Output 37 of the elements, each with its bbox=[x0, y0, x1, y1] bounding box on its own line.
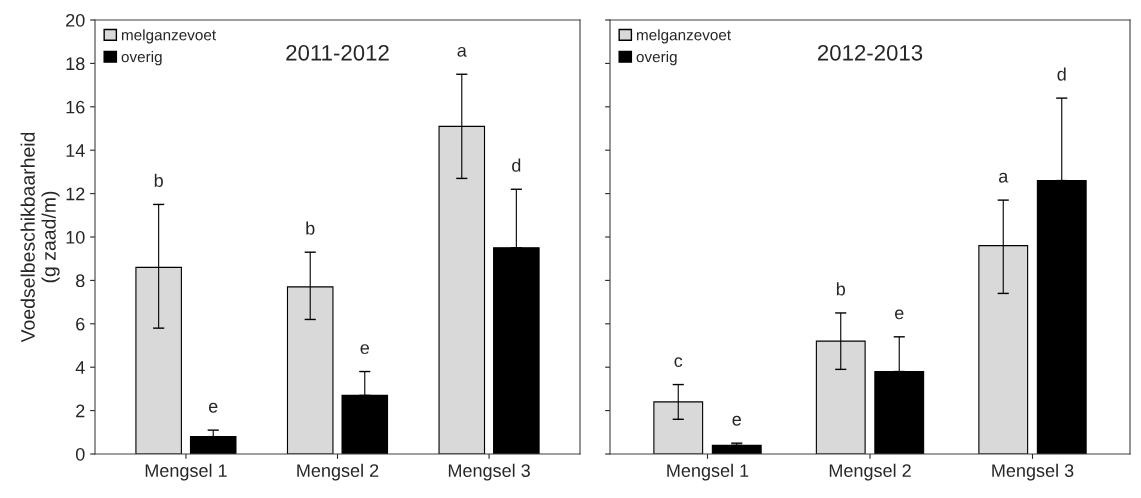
annotation: b bbox=[154, 173, 163, 187]
y-tick-label: 18 bbox=[66, 57, 85, 71]
y-tick-label: 8 bbox=[76, 274, 85, 288]
legend-label: melganzevoet bbox=[121, 29, 216, 44]
y-tick-label: 16 bbox=[66, 100, 85, 114]
y-tick-label: 10 bbox=[66, 230, 85, 244]
legend-label: overig bbox=[636, 51, 677, 66]
y-tick-label: 2 bbox=[76, 404, 85, 418]
annotation: c bbox=[674, 357, 683, 368]
legend-label: melganzevoet bbox=[636, 29, 731, 44]
y-axis-title: Voedselbeschikbaarheid (g zaad/m) bbox=[20, 132, 60, 343]
annotation: e bbox=[895, 309, 904, 320]
y-tick-label: 14 bbox=[66, 144, 85, 157]
y-tick-label: 6 bbox=[76, 317, 85, 331]
bar bbox=[493, 247, 540, 454]
x-tick-label: Mengsel 3 bbox=[992, 463, 1074, 481]
annotation: b bbox=[306, 221, 315, 235]
y-tick-label: 0 bbox=[75, 447, 85, 461]
annotation: d bbox=[1057, 67, 1066, 81]
y-tick-label: 12 bbox=[66, 187, 85, 201]
annotation: e bbox=[732, 415, 741, 426]
x-tick-label: Mengsel 3 bbox=[448, 463, 530, 481]
annotation: d bbox=[512, 158, 521, 172]
annotation: b bbox=[836, 282, 846, 296]
text: 2012-2013 bbox=[817, 44, 923, 61]
legend-label: overig bbox=[121, 51, 162, 66]
y-tick-label: 4 bbox=[75, 361, 85, 374]
annotation: e bbox=[208, 402, 218, 413]
annotation: e bbox=[360, 344, 369, 355]
y-tick-label: 20 bbox=[66, 13, 85, 27]
x-tick-label: Mengsel 1 bbox=[667, 463, 749, 481]
x-tick-label: Mengsel 1 bbox=[145, 463, 227, 481]
annotation: a bbox=[999, 172, 1009, 183]
x-tick-label: Mengsel 2 bbox=[297, 463, 379, 481]
x-tick-label: Mengsel 2 bbox=[829, 463, 911, 481]
text: 2011-2012 bbox=[286, 44, 389, 61]
annotation: a bbox=[457, 46, 467, 57]
